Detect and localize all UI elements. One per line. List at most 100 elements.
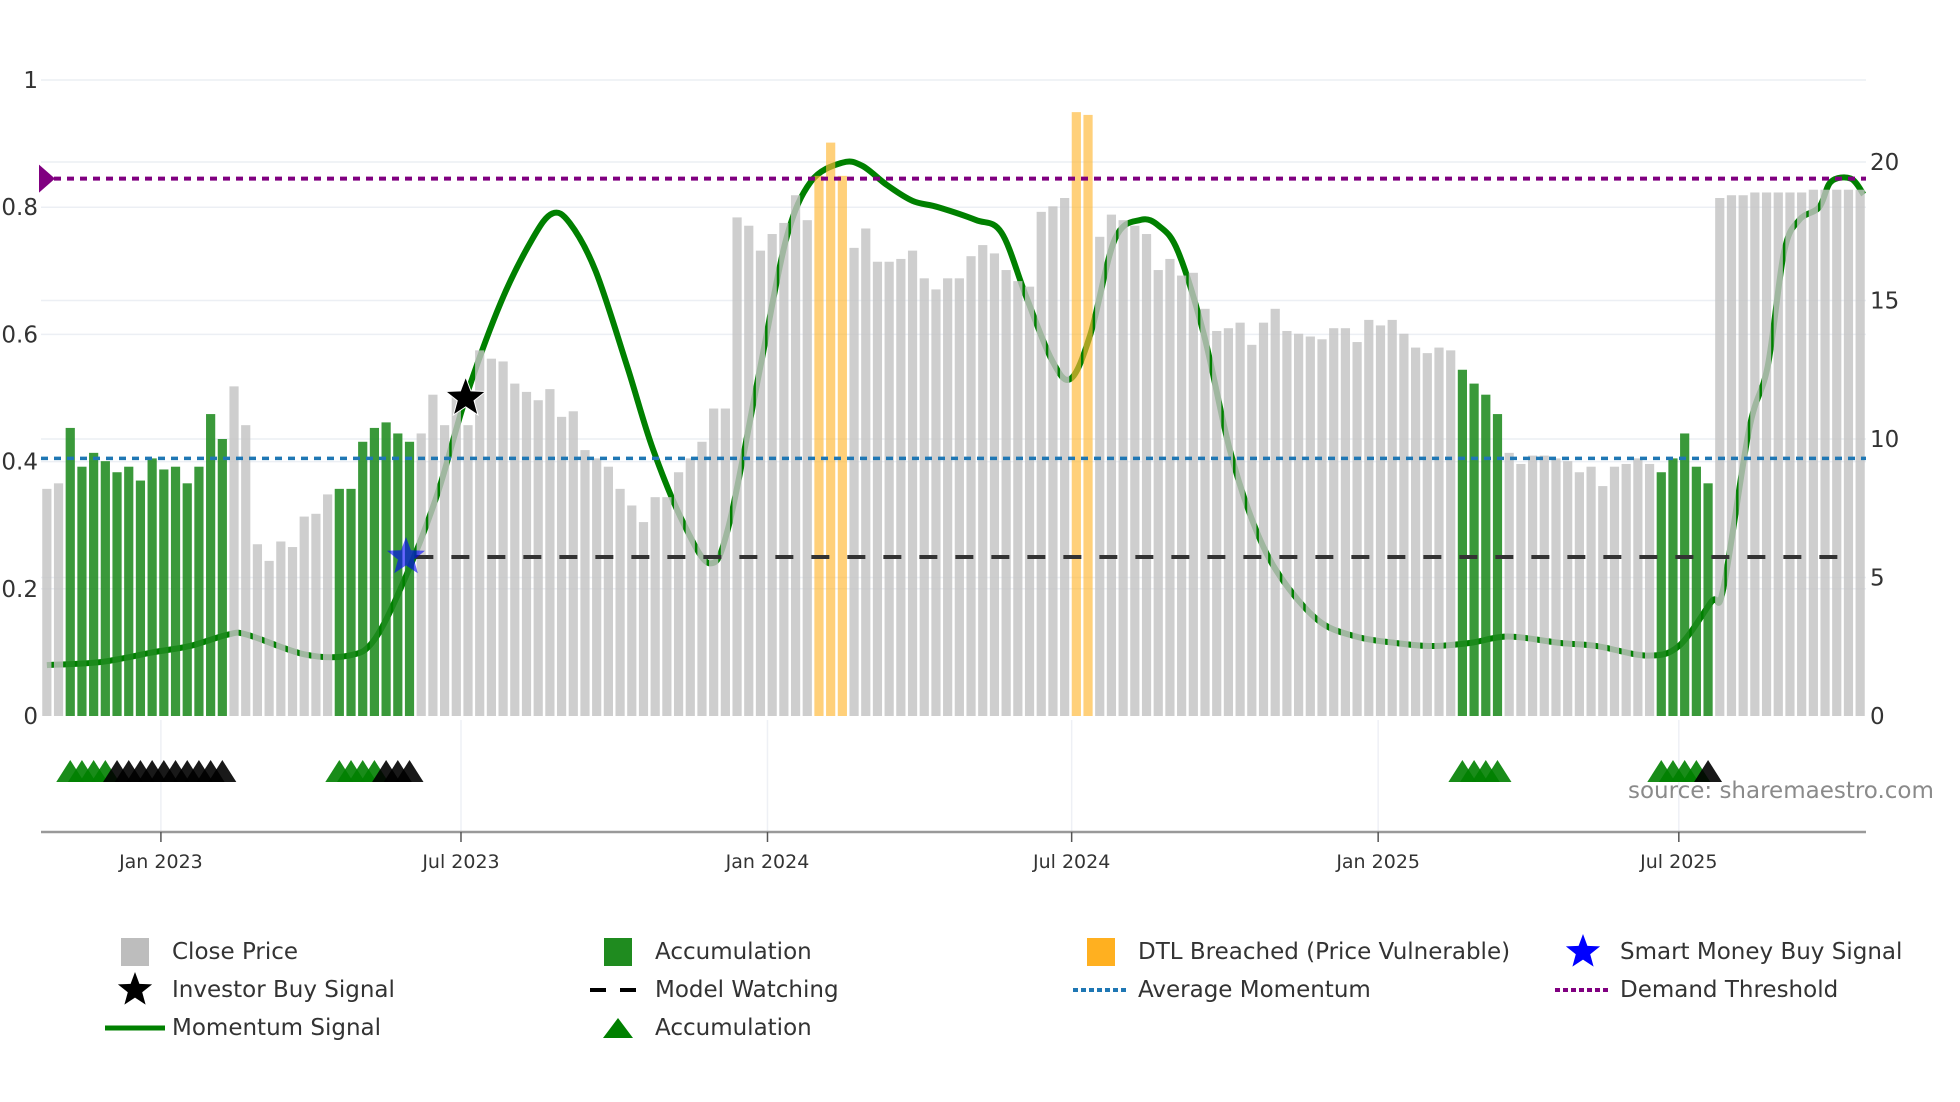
close-price-bar xyxy=(966,256,976,716)
legend-label: Demand Threshold xyxy=(1620,977,1839,1003)
accumulation-bar xyxy=(1668,458,1678,716)
accumulation-bar xyxy=(182,483,192,716)
legend-investor[interactable]: Investor Buy Signal xyxy=(100,972,395,1007)
accumulation-bar xyxy=(369,427,380,716)
close-price-bar xyxy=(241,425,251,716)
legend-label: Accumulation xyxy=(655,939,812,965)
legend-label: Accumulation xyxy=(655,1015,812,1041)
close-price-bar xyxy=(1399,333,1409,716)
close-price-bar xyxy=(1153,270,1163,716)
right-axis-tick-label: 10 xyxy=(1870,427,1899,453)
accumulation-bar xyxy=(77,466,87,716)
demand-threshold-diamond-icon xyxy=(39,164,55,193)
close-price-bar xyxy=(1843,189,1854,716)
accumulation-bar xyxy=(334,488,344,716)
blue-star-icon xyxy=(1548,934,1618,969)
accumulation-bar xyxy=(358,441,368,716)
close-price-bar xyxy=(1761,192,1772,717)
close-price-bar xyxy=(1106,214,1117,716)
close-price-bar xyxy=(592,458,602,716)
left-axis-tick-label: 0.2 xyxy=(1,577,38,603)
accumulation-bar xyxy=(89,452,99,716)
close-price-bar xyxy=(1422,353,1432,716)
legend-accumulation-bar[interactable]: Accumulation xyxy=(583,935,812,969)
close-price-bar xyxy=(1738,195,1748,717)
legend-momentum-signal[interactable]: Momentum Signal xyxy=(100,1011,381,1045)
legend-average-momentum[interactable]: Average Momentum xyxy=(1066,973,1371,1007)
legend-accumulation-marker[interactable]: Accumulation xyxy=(583,1011,812,1045)
accumulation-bar xyxy=(1469,383,1479,716)
close-price-bar xyxy=(1177,275,1187,716)
left-axis-tick-label: 0.4 xyxy=(1,450,38,476)
legend-model-watching[interactable]: Model Watching xyxy=(583,973,839,1007)
close-price-bar xyxy=(709,408,719,716)
accumulation-swatch-icon xyxy=(583,935,653,969)
right-axis-tick-label: 20 xyxy=(1870,150,1899,176)
bars-layer xyxy=(42,112,1865,717)
close-price-bar xyxy=(603,466,613,716)
legend-label: DTL Breached (Price Vulnerable) xyxy=(1138,939,1511,965)
legend-demand-threshold[interactable]: Demand Threshold xyxy=(1548,973,1838,1007)
accumulation-bar xyxy=(1703,483,1713,716)
close-price-bar xyxy=(287,547,298,716)
accumulation-bar xyxy=(100,461,110,716)
close-price-bar xyxy=(1305,336,1315,716)
close-price-bar xyxy=(1060,198,1070,716)
accumulation-bar xyxy=(170,466,181,716)
right-axis-tick-label: 15 xyxy=(1870,289,1899,315)
x-tick-label: Jan 2023 xyxy=(118,851,203,873)
close-price-bar xyxy=(907,250,918,716)
left-axis-tick-label: 1 xyxy=(23,68,38,94)
close-price-bar xyxy=(568,411,578,716)
close-price-bar xyxy=(486,358,497,716)
close-price-bar xyxy=(451,391,461,716)
close-price-bar xyxy=(440,425,450,716)
legend-label: Smart Money Buy Signal xyxy=(1620,939,1903,965)
smart-money-star-icon xyxy=(387,537,425,574)
right-axis-tick-label: 5 xyxy=(1870,566,1885,592)
close-price-bar xyxy=(1247,344,1257,716)
close-price-bar xyxy=(1773,192,1783,717)
close-price-bar xyxy=(1551,458,1561,716)
close-price-bar xyxy=(545,389,555,716)
close-price-bar xyxy=(989,253,1000,716)
close-price-bar xyxy=(1504,452,1514,716)
dtl-breached-bar xyxy=(837,175,847,717)
close-price-bar xyxy=(732,217,742,716)
close-price-bar xyxy=(252,544,263,716)
accumulation-bar xyxy=(147,458,157,716)
left-axis-tick-label: 0.6 xyxy=(1,322,38,348)
legend-dtl[interactable]: DTL Breached (Price Vulnerable) xyxy=(1066,935,1510,969)
dtl-breached-bar xyxy=(826,142,836,717)
close-price-bar xyxy=(1013,281,1023,716)
close-price-bar xyxy=(311,513,321,716)
accumulation-bar xyxy=(112,472,122,716)
dotted-purple-line-icon xyxy=(1548,973,1618,1007)
legend-label: Average Momentum xyxy=(1138,977,1371,1003)
close-price-bar xyxy=(1855,189,1865,716)
dotted-blue-line-icon xyxy=(1066,973,1136,1007)
close-price-bar xyxy=(931,289,941,716)
close-price-bar xyxy=(580,450,590,716)
close-price-bar xyxy=(1563,461,1573,716)
close-price-bar xyxy=(1258,322,1269,716)
legend-close-price[interactable]: Close Price xyxy=(100,935,298,969)
close-price-bar xyxy=(299,516,309,716)
close-price-bar xyxy=(1364,319,1374,716)
close-price-bar xyxy=(1270,308,1280,716)
close-price-bar xyxy=(276,541,286,716)
x-tick-label: Jan 2024 xyxy=(725,851,810,873)
x-tick-label: Jul 2024 xyxy=(1032,851,1110,873)
accumulation-bar xyxy=(65,427,75,716)
x-tick-label: Jul 2025 xyxy=(1639,851,1717,873)
markers-layer xyxy=(56,375,1723,782)
close-price-bar xyxy=(1387,319,1397,716)
close-price-bar xyxy=(264,560,274,716)
accumulation-bar xyxy=(1656,472,1666,716)
accumulation-triangle-icon xyxy=(208,760,237,782)
legend-smart-money[interactable]: Smart Money Buy Signal xyxy=(1548,934,1903,969)
close-price-swatch-icon xyxy=(100,935,170,969)
legend-label: Model Watching xyxy=(655,977,839,1003)
close-price-bar xyxy=(849,247,859,716)
